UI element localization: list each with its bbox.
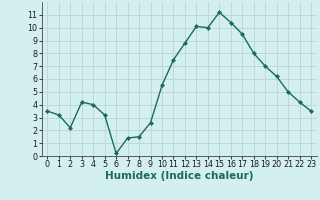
X-axis label: Humidex (Indice chaleur): Humidex (Indice chaleur)	[105, 171, 253, 181]
